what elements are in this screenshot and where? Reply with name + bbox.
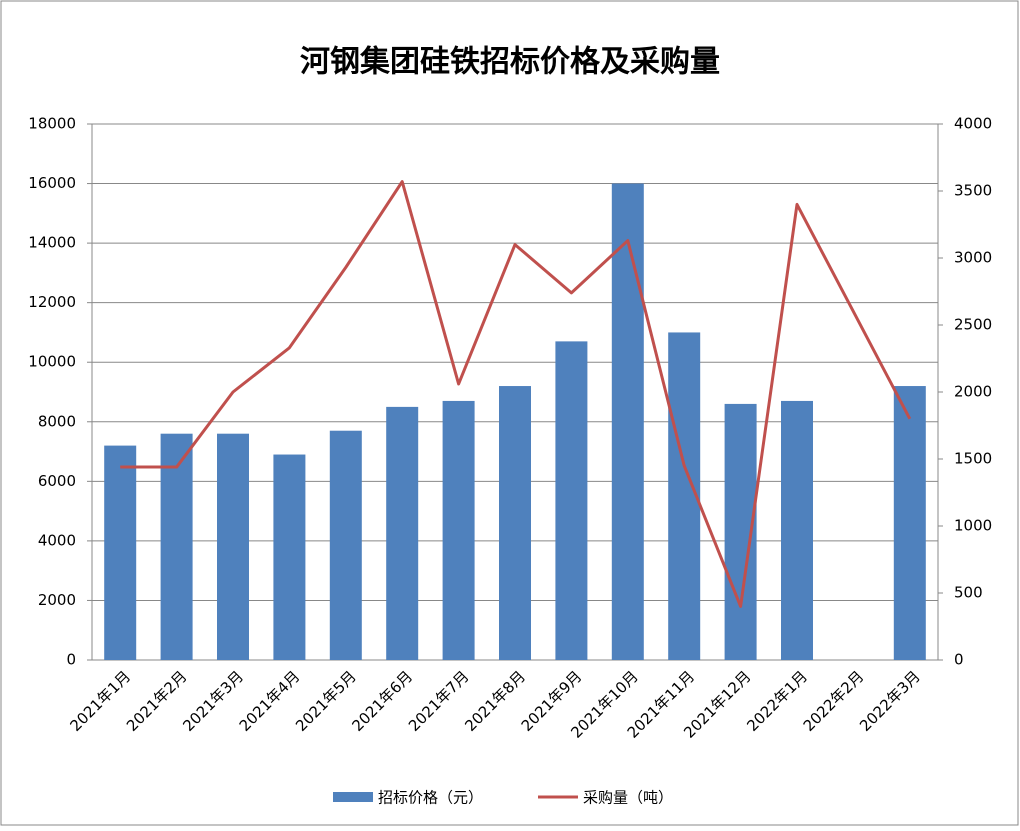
y2-tick-label: 3000 — [954, 249, 992, 267]
y-tick-label: 14000 — [28, 234, 76, 252]
y-tick-label: 0 — [66, 651, 76, 669]
bar — [442, 400, 475, 660]
y2-tick-label: 3500 — [954, 182, 992, 200]
y2-tick-label: 500 — [954, 584, 983, 602]
y-tick-label: 10000 — [28, 353, 76, 371]
legend-label: 采购量（吨） — [583, 789, 673, 807]
bar — [160, 433, 193, 660]
bar — [611, 183, 644, 661]
y-tick-label: 8000 — [38, 412, 76, 430]
legend-swatch — [333, 792, 373, 802]
y2-tick-label: 4000 — [954, 115, 992, 133]
y2-tick-label: 1000 — [954, 517, 992, 535]
bar — [499, 386, 531, 660]
y-tick-label: 4000 — [38, 531, 76, 549]
bar — [893, 386, 926, 660]
chart-title: 河钢集团硅铁招标价格及采购量 — [300, 45, 720, 80]
line — [120, 180, 912, 608]
bar — [781, 400, 813, 660]
y-tick-label: 2000 — [38, 591, 76, 609]
y2-tick-label: 1500 — [954, 450, 992, 468]
bar — [273, 454, 306, 660]
y2-tick-label: 2500 — [954, 316, 992, 334]
y2-tick-label: 0 — [954, 651, 964, 669]
bar — [555, 341, 588, 660]
bar — [217, 433, 249, 660]
legend-label: 招标价格（元） — [378, 789, 483, 807]
y-tick-label: 16000 — [28, 174, 76, 192]
y-tick-label: 12000 — [28, 293, 76, 311]
bar — [386, 406, 419, 660]
y-tick-label: 6000 — [38, 472, 76, 490]
bar — [329, 430, 362, 660]
bar — [104, 445, 137, 660]
y-tick-label: 18000 — [28, 115, 76, 133]
y2-tick-label: 2000 — [954, 383, 992, 401]
